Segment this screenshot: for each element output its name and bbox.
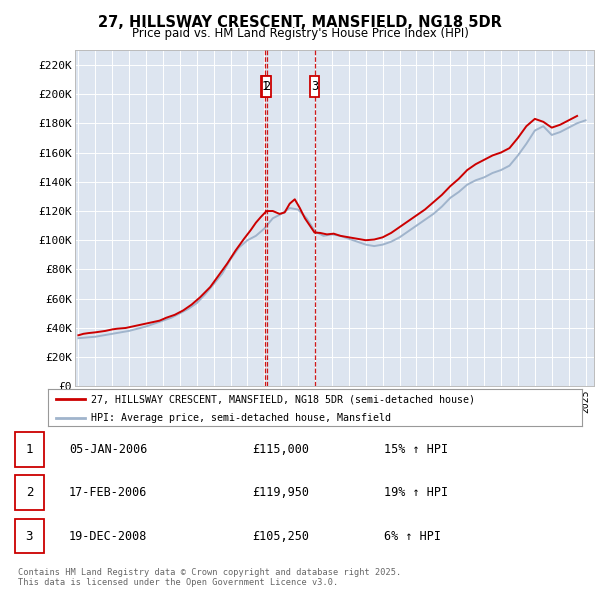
Text: £119,950: £119,950 bbox=[252, 486, 309, 499]
Text: Price paid vs. HM Land Registry's House Price Index (HPI): Price paid vs. HM Land Registry's House … bbox=[131, 27, 469, 40]
Text: 19-DEC-2008: 19-DEC-2008 bbox=[69, 529, 148, 543]
Text: 6% ↑ HPI: 6% ↑ HPI bbox=[384, 529, 441, 543]
FancyBboxPatch shape bbox=[15, 476, 44, 510]
FancyBboxPatch shape bbox=[15, 519, 44, 553]
Text: 27, HILLSWAY CRESCENT, MANSFIELD, NG18 5DR: 27, HILLSWAY CRESCENT, MANSFIELD, NG18 5… bbox=[98, 15, 502, 30]
FancyBboxPatch shape bbox=[15, 432, 44, 467]
Text: 17-FEB-2006: 17-FEB-2006 bbox=[69, 486, 148, 499]
Text: 3: 3 bbox=[311, 80, 318, 93]
Text: 1: 1 bbox=[26, 442, 33, 456]
Text: HPI: Average price, semi-detached house, Mansfield: HPI: Average price, semi-detached house,… bbox=[91, 413, 391, 423]
Text: £105,250: £105,250 bbox=[252, 529, 309, 543]
Text: 19% ↑ HPI: 19% ↑ HPI bbox=[384, 486, 448, 499]
FancyBboxPatch shape bbox=[310, 77, 319, 97]
Text: 1: 1 bbox=[262, 80, 269, 93]
Text: 15% ↑ HPI: 15% ↑ HPI bbox=[384, 442, 448, 456]
Text: 27, HILLSWAY CRESCENT, MANSFIELD, NG18 5DR (semi-detached house): 27, HILLSWAY CRESCENT, MANSFIELD, NG18 5… bbox=[91, 394, 475, 404]
Text: Contains HM Land Registry data © Crown copyright and database right 2025.
This d: Contains HM Land Registry data © Crown c… bbox=[18, 568, 401, 587]
FancyBboxPatch shape bbox=[260, 77, 270, 97]
Text: £115,000: £115,000 bbox=[252, 442, 309, 456]
Text: 2: 2 bbox=[26, 486, 33, 499]
Text: 2: 2 bbox=[263, 80, 270, 93]
Text: 05-JAN-2006: 05-JAN-2006 bbox=[69, 442, 148, 456]
Text: 3: 3 bbox=[26, 529, 33, 543]
FancyBboxPatch shape bbox=[262, 77, 271, 97]
